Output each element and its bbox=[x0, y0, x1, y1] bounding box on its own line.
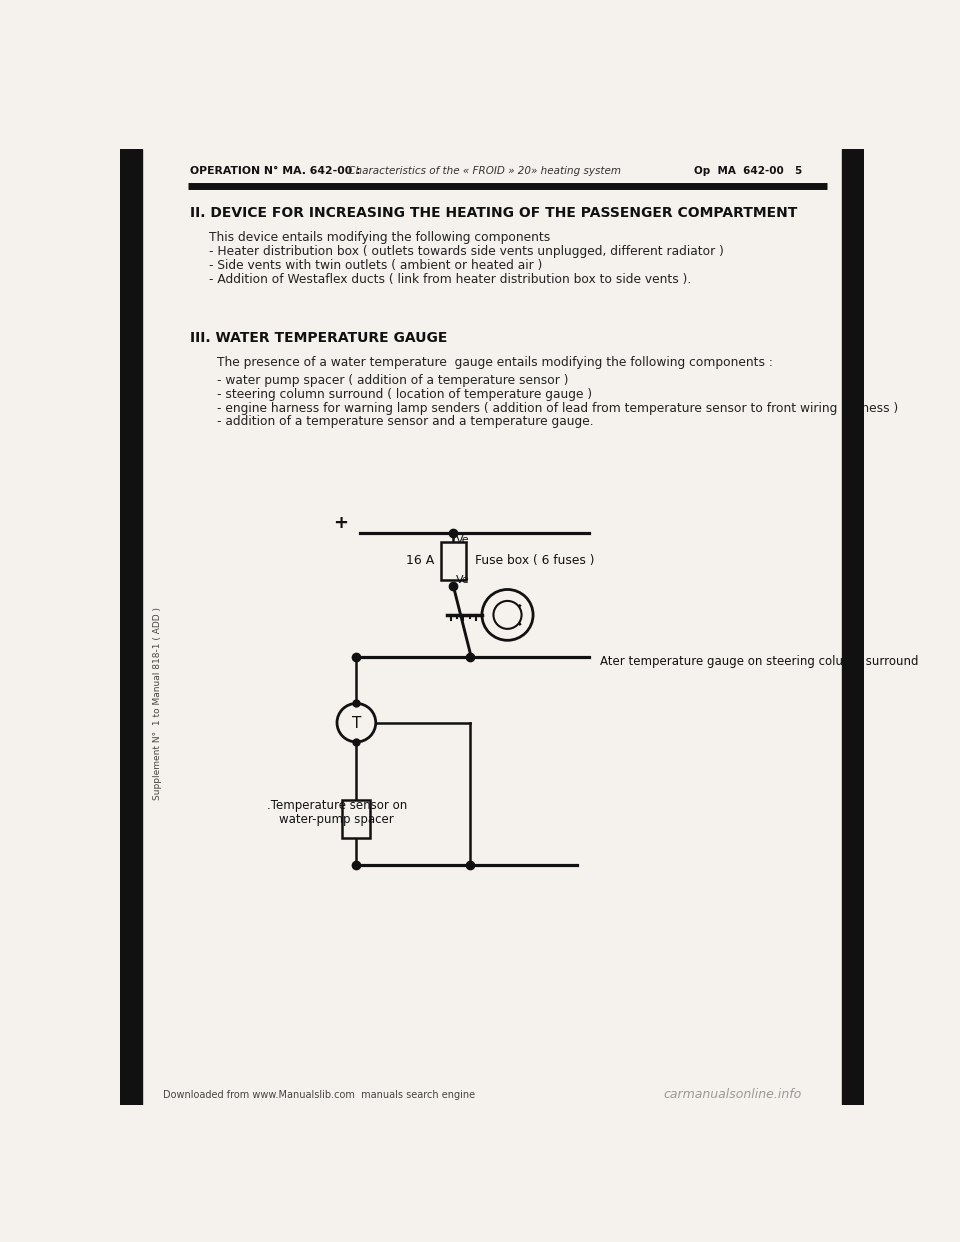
Circle shape bbox=[337, 703, 375, 741]
Circle shape bbox=[482, 590, 533, 641]
Text: 5: 5 bbox=[794, 165, 802, 175]
Text: Downloaded from www.Manualslib.com  manuals search engine: Downloaded from www.Manualslib.com manua… bbox=[162, 1089, 475, 1099]
Text: .Temperature sensor on: .Temperature sensor on bbox=[267, 799, 407, 812]
Text: Fuse box ( 6 fuses ): Fuse box ( 6 fuses ) bbox=[475, 554, 594, 568]
Circle shape bbox=[493, 601, 521, 628]
Text: - Addition of Westaflex ducts ( link from heater distribution box to side vents : - Addition of Westaflex ducts ( link fro… bbox=[209, 273, 691, 286]
Text: - water pump spacer ( addition of a temperature sensor ): - water pump spacer ( addition of a temp… bbox=[217, 374, 568, 388]
Bar bbox=[441, 542, 466, 580]
Text: 16 A: 16 A bbox=[406, 554, 435, 568]
Text: Op  MA  642-00: Op MA 642-00 bbox=[693, 165, 783, 175]
Text: II. DEVICE FOR INCREASING THE HEATING OF THE PASSENGER COMPARTMENT: II. DEVICE FOR INCREASING THE HEATING OF… bbox=[190, 206, 797, 220]
Bar bbox=[120, 149, 142, 1105]
Text: carmanualsonline.info: carmanualsonline.info bbox=[663, 1088, 802, 1100]
Text: T: T bbox=[351, 715, 361, 732]
Bar bbox=[842, 149, 864, 1105]
Bar bbox=[343, 800, 371, 838]
Text: - addition of a temperature sensor and a temperature gauge.: - addition of a temperature sensor and a… bbox=[217, 416, 593, 428]
Text: Characteristics of the « FROID » 20» heating system: Characteristics of the « FROID » 20» hea… bbox=[345, 165, 621, 175]
Text: Ve: Ve bbox=[456, 575, 470, 585]
Text: water-pump spacer: water-pump spacer bbox=[278, 812, 394, 826]
Text: OPERATION N° MA. 642-00 :: OPERATION N° MA. 642-00 : bbox=[190, 165, 360, 175]
Text: Supplement N°  1 to Manual 818-1 ( ADD ): Supplement N° 1 to Manual 818-1 ( ADD ) bbox=[153, 607, 161, 800]
Text: +: + bbox=[333, 514, 348, 533]
Text: - Heater distribution box ( outlets towards side vents unplugged, different radi: - Heater distribution box ( outlets towa… bbox=[209, 246, 724, 258]
Text: The presence of a water temperature  gauge entails modifying the following compo: The presence of a water temperature gaug… bbox=[217, 356, 773, 369]
Text: Ater temperature gauge on steering column surround: Ater temperature gauge on steering colum… bbox=[601, 655, 919, 668]
Text: This device entails modifying the following components: This device entails modifying the follow… bbox=[209, 231, 550, 245]
Text: Ve: Ve bbox=[456, 534, 470, 544]
Text: - engine harness for warning lamp senders ( addition of lead from temperature se: - engine harness for warning lamp sender… bbox=[217, 401, 899, 415]
Text: - steering column surround ( location of temperature gauge ): - steering column surround ( location of… bbox=[217, 388, 592, 401]
Text: - Side vents with twin outlets ( ambient or heated air ): - Side vents with twin outlets ( ambient… bbox=[209, 260, 542, 272]
Text: III. WATER TEMPERATURE GAUGE: III. WATER TEMPERATURE GAUGE bbox=[190, 330, 447, 344]
